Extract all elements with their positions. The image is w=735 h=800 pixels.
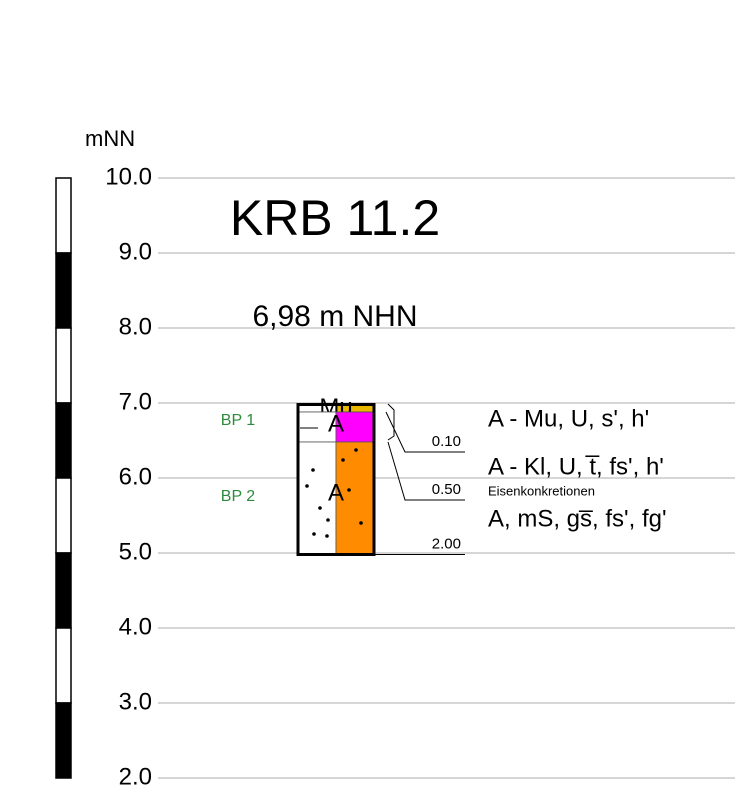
dot: [347, 488, 351, 492]
title: KRB 11.2: [230, 190, 440, 246]
dot: [325, 534, 329, 538]
ground-level: 6,98 m NHN: [252, 300, 417, 333]
scale-segment: [55, 627, 72, 704]
depth-label: 0.50: [432, 481, 461, 498]
scale-segment: [55, 477, 72, 554]
layer-code: A: [328, 410, 344, 437]
scale-segment: [55, 327, 72, 404]
axis-label: mNN: [85, 126, 135, 151]
sample-label: BP 1: [221, 412, 256, 429]
layer-left: [297, 411, 337, 443]
dot: [359, 521, 363, 525]
scale-segment: [55, 177, 72, 254]
leader: [387, 441, 465, 501]
scale-segment: [55, 702, 72, 779]
leader: [385, 411, 465, 453]
dot: [326, 518, 330, 522]
dot: [354, 448, 358, 452]
layer-note: Eisenkonkretionen: [488, 483, 595, 498]
bracket: [387, 403, 395, 441]
tick-label: 3.0: [119, 688, 152, 715]
tick-label: 10.0: [105, 163, 152, 190]
column-border: [296, 403, 376, 556]
tick-label: 9.0: [119, 238, 152, 265]
depth-label: 0.10: [432, 433, 461, 450]
layer-description: A - Kl, U, t̅, fs', h': [488, 453, 664, 480]
layer-code: A: [328, 480, 344, 507]
dot: [311, 468, 315, 472]
scale-segment: [55, 402, 72, 479]
tick-label: 4.0: [119, 613, 152, 640]
sample-label: BP 2: [221, 488, 256, 505]
scale-segment: [55, 252, 72, 329]
tick-label: 8.0: [119, 313, 152, 340]
tick-label: 5.0: [119, 538, 152, 565]
layer-description: A - Mu, U, s', h': [488, 405, 649, 432]
dot: [341, 458, 345, 462]
tick-label: 6.0: [119, 463, 152, 490]
layer-description: A, mS, gs̅, fs', fg': [488, 505, 667, 532]
scale-segment: [55, 552, 72, 629]
tick-label: 7.0: [119, 388, 152, 415]
tick-label: 2.0: [119, 763, 152, 790]
dot: [312, 532, 316, 536]
dot: [305, 484, 309, 488]
dot: [318, 506, 322, 510]
depth-label: 2.00: [432, 535, 461, 552]
